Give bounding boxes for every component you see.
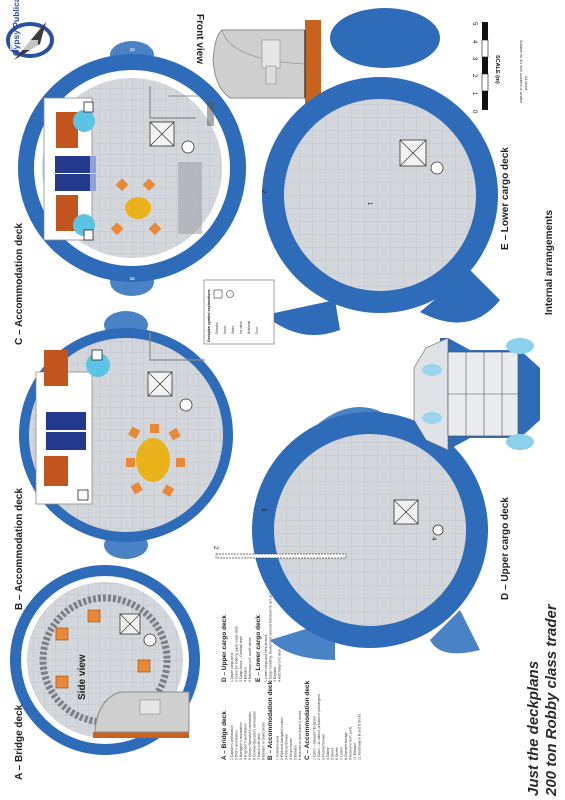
deck-b-label: B – Accommodation deck	[14, 488, 25, 610]
key-e-heading: E – Lower cargo deck	[255, 615, 262, 682]
symbols-key-item: Iris valve	[239, 321, 243, 334]
deck-e-plan: 1 2 E – Lower cargo deck	[260, 8, 511, 335]
symbols-key: Deckplan symbol explanations Elevator Ha…	[203, 279, 275, 345]
deck-d-marker-3: 3	[260, 508, 266, 512]
deck-d-label: D – Upper cargo deck	[500, 497, 511, 600]
key-d-item: 4 Elevator	[244, 666, 248, 682]
key-d-item: 5 Hatchway to C and E decks	[248, 637, 252, 682]
scale-tick-2: 2	[471, 74, 477, 78]
internal-arrangements-label: Internal arrangements	[544, 210, 555, 315]
deck-key: A – Bridge deck 1 Captain's workstation …	[221, 574, 362, 760]
symbols-key-item: Door	[255, 326, 259, 334]
key-c-item: 1 Cabin – Steward / Engineer	[313, 715, 317, 760]
deck-c-marker-top: 8	[128, 48, 134, 52]
front-view-label: Front view	[194, 14, 205, 64]
scale-tick-5: 5	[471, 22, 477, 26]
symbols-key-item: Bulkhead	[247, 320, 251, 334]
deck-d-marker-2: 2	[212, 546, 218, 550]
key-a-item: 2 Pilot's workstation	[235, 730, 239, 760]
key-a-item: 8 Elevator to lower decks	[262, 722, 266, 760]
key-b-item: 6 Hatches to both A and C decks	[298, 711, 302, 760]
deck-c-plan: 8 8 C – Accommodation deck	[14, 41, 246, 345]
scale-tick-4: 4	[471, 40, 477, 44]
key-e-item: 1 Lower cargo and vehicle deck	[264, 634, 268, 682]
key-c-item: 6 Stores	[335, 747, 339, 760]
elevator-symbol-icon	[213, 289, 223, 299]
title-line-2: 200 ton Robby class trader	[543, 603, 560, 797]
sheet-title: Just the deckplans 200 ton Robby class t…	[525, 603, 560, 797]
key-b-heading: B – Accommodation deck	[267, 680, 274, 760]
key-c-item: 2 Cabin – 2x cabins, privates or passeng…	[317, 694, 321, 760]
key-a-item: 4 Engineer's workstation	[244, 723, 248, 760]
title-line-1: Just the deckplans	[525, 661, 542, 796]
key-c-item: 9 Access to both ports	[349, 726, 353, 760]
deck-e-marker-1: 1	[366, 202, 372, 206]
key-b-item: 4 Ship's locker	[289, 737, 293, 760]
key-d-item: 3 Cargo doors – Gantball style	[239, 636, 243, 682]
key-a-item: 3 Navigator's workstation	[239, 722, 243, 760]
deck-b-plan: B – Accommodation deck	[14, 311, 233, 610]
scale-note-1: Suitable for 3/4 inch counters or smalle…	[519, 40, 523, 104]
deck-e-marker-2: 2	[260, 190, 266, 194]
deck-d-marker-4: 4	[430, 537, 436, 541]
scale-tick-1: 1	[471, 92, 477, 96]
symbols-key-heading: Deckplan symbol explanations	[207, 289, 211, 342]
key-a-item: 5 Sensor Operator's workstation	[248, 712, 252, 760]
key-a-item: 1 Captain's workstation	[230, 725, 234, 760]
scale-note-2: A1 sheet	[524, 76, 528, 90]
key-e-item: 2 Cargo handling, stowed and secured fol…	[269, 574, 273, 682]
deck-d-plan: 2 3 4 D – Upper cargo deck	[212, 407, 511, 660]
scale-tick-3: 3	[471, 57, 477, 61]
key-c-item: 11 Hatchway to B and D decks	[358, 714, 362, 760]
key-d-heading: D – Upper cargo deck	[221, 615, 228, 682]
key-c-item: 5 Stores	[331, 747, 335, 760]
symbols-key-item: Hatch	[223, 325, 227, 334]
hatch-symbol-icon	[226, 290, 234, 298]
scale-tick-0: 0	[471, 110, 477, 114]
key-d-item: 2 Crane for loading upper cargo deck	[235, 626, 239, 682]
key-b-item: 5 Elevator	[294, 744, 298, 760]
key-c-item: 7 Locker	[340, 746, 344, 760]
key-d-item: 1 Upper cargo deck	[230, 652, 234, 682]
key-c-heading: C – Accommodation deck	[304, 680, 311, 760]
publisher-logo: Gypsy Publications	[6, 0, 54, 60]
symbols-key-item: Stairs	[231, 325, 235, 334]
key-c-item: 10 Elevator	[353, 742, 357, 760]
internal-arrangements: Internal arrangements	[413, 210, 555, 451]
side-view: Side view	[77, 654, 190, 738]
key-c-item: 4 Galley	[326, 747, 330, 760]
side-view-label: Side view	[77, 654, 88, 700]
key-b-item: 3 Fresher/shower	[285, 733, 289, 760]
deck-a-label: A – Bridge deck	[14, 704, 25, 780]
key-a-heading: A – Bridge deck	[221, 711, 228, 760]
deck-c-marker-bottom: 8	[128, 277, 134, 281]
key-a-item: 7 Hatch to B deck	[257, 733, 261, 760]
front-view: Front view	[194, 14, 321, 106]
key-a-item: 6 Comms Operator's workstation	[253, 711, 257, 760]
symbols-key-item: Elevator	[215, 321, 219, 334]
key-b-item: 1 Common area	[276, 736, 280, 760]
deck-c-label: C – Accommodation deck	[14, 223, 25, 345]
key-c-item: 3 Fresher/shower	[322, 733, 326, 760]
scale-bar: 0 1 2 3 4 5 SCALE (m) Suitable for 3/4 i…	[471, 22, 528, 114]
deck-e-label: E – Lower cargo deck	[500, 147, 511, 250]
publisher-name: Gypsy Publications	[11, 0, 21, 56]
key-e-item: 4 Hatchway to D deck	[278, 649, 282, 682]
key-b-item: 2 Pilot and Navigator's cabin	[280, 717, 284, 760]
key-c-item: 8 Stairwell storage	[344, 732, 348, 760]
scale-label: SCALE (m)	[494, 55, 500, 84]
key-e-item: 3 Elevator	[273, 666, 277, 682]
deck-a-plan: A – Bridge deck	[10, 565, 200, 780]
logo-swoosh-icon	[6, 22, 54, 58]
